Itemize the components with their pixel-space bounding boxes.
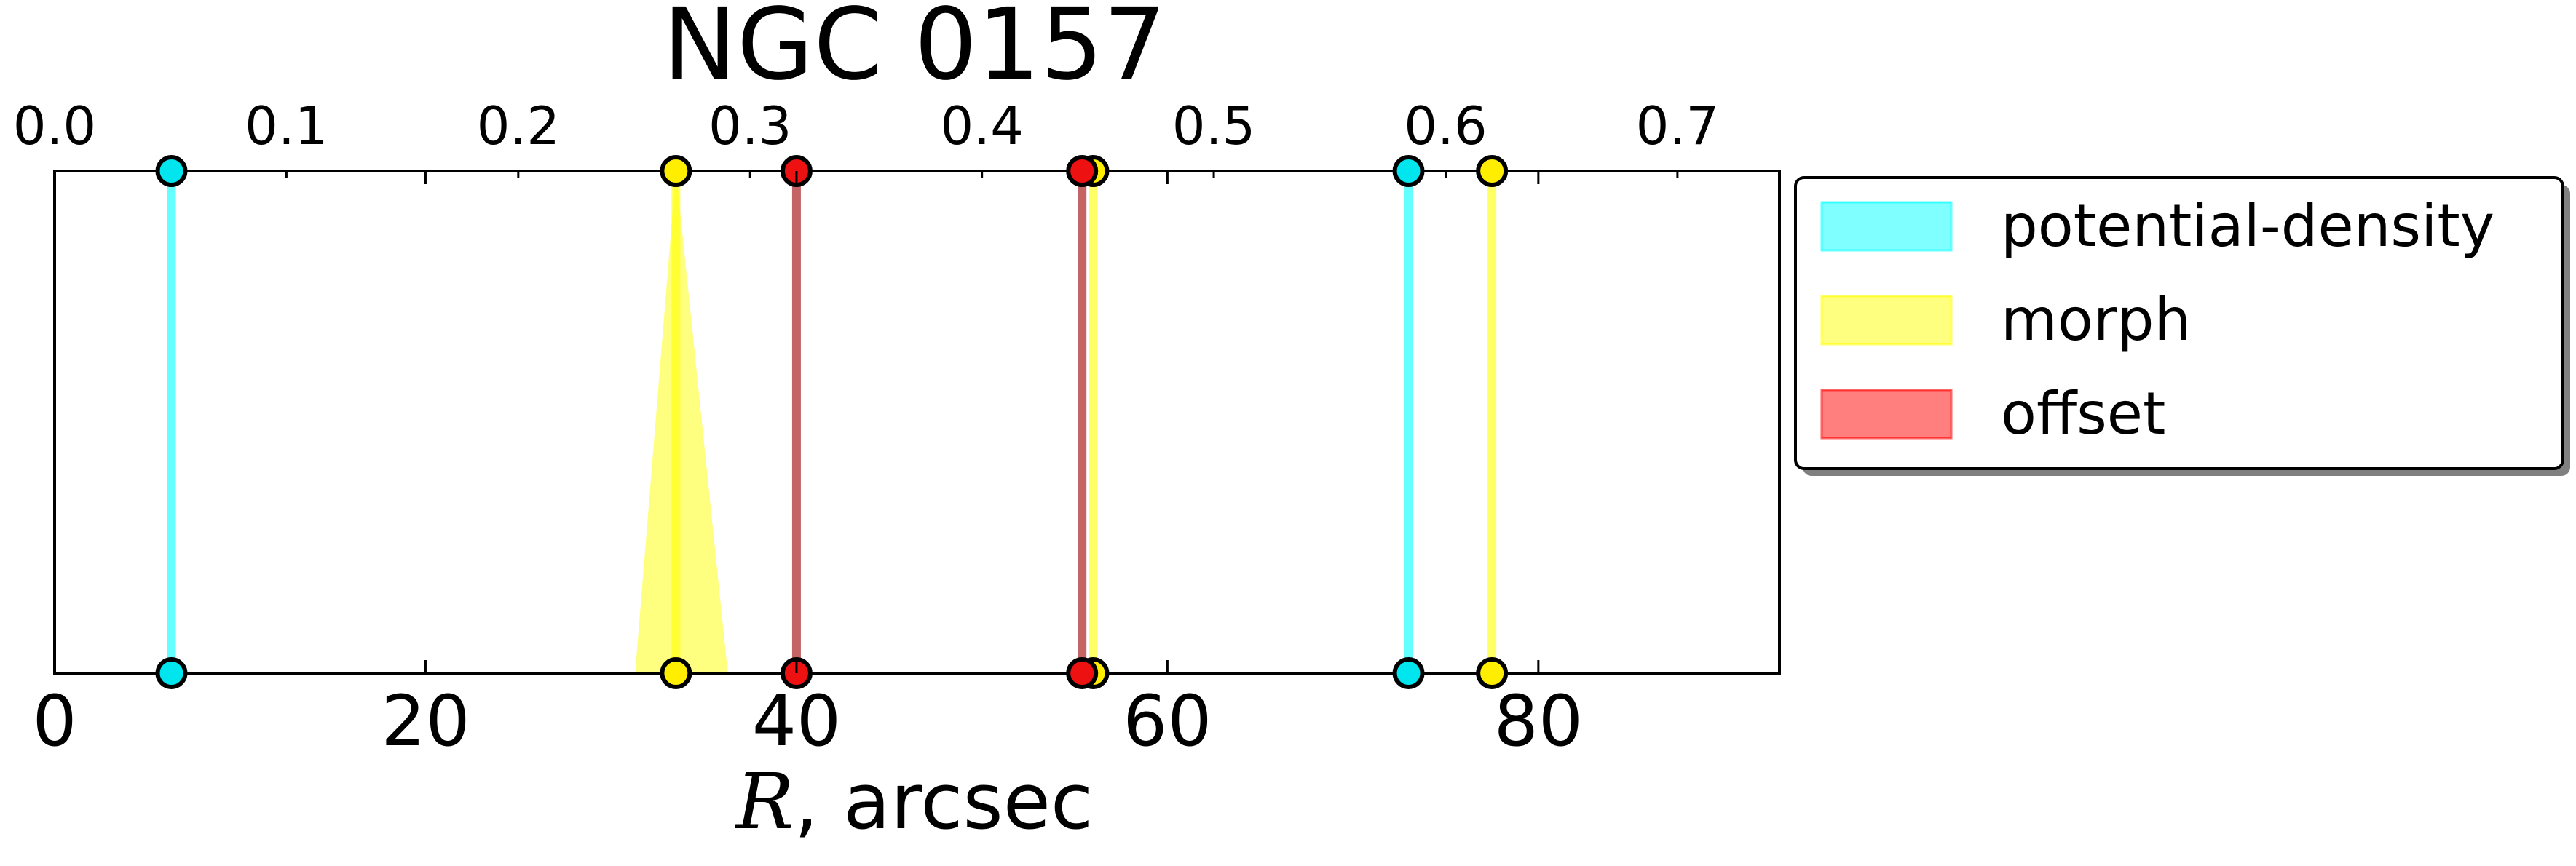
top-tick-label: 0.5	[1172, 95, 1256, 156]
bottom-tick-label: 60	[1123, 680, 1212, 762]
top-tick-label: 0.1	[245, 95, 328, 156]
marker-potential-density	[155, 155, 188, 187]
marker-morph	[1476, 657, 1509, 689]
legend-swatch-offset	[1820, 389, 1953, 440]
marker-potential-density	[1392, 657, 1425, 689]
bands-layer	[635, 171, 728, 673]
top-tick-label: 0.2	[477, 95, 561, 156]
legend-label-offset: offset	[2001, 380, 2165, 448]
lines-layer	[167, 171, 1497, 673]
top-tick-label: 0.7	[1636, 95, 1720, 156]
markers-layer	[155, 155, 1509, 689]
top-tick-label: 0.6	[1404, 95, 1487, 156]
legend-swatch-potential-density	[1820, 201, 1953, 252]
x-axis-label-unit: , arcsec	[794, 757, 1094, 846]
band-morph	[635, 171, 728, 673]
top-tick-label: 0.3	[708, 95, 792, 156]
x-axis-label-symbol: R	[735, 757, 794, 846]
marker-morph	[660, 657, 692, 689]
marker-morph	[660, 155, 692, 187]
marker-potential-density	[1392, 155, 1425, 187]
top-tick-label: 0.0	[13, 95, 97, 156]
bottom-tick-label: 40	[752, 680, 841, 762]
x-axis-label: R, arcsec	[735, 757, 1093, 846]
plot-area-frame	[53, 170, 1781, 675]
bottom-tick-label: 80	[1494, 680, 1583, 762]
legend-frame	[1794, 176, 2564, 470]
legend-label-morph: morph	[2001, 286, 2191, 354]
bottom-tick-label: 0	[32, 680, 76, 762]
chart-title: NGC 0157	[663, 0, 1166, 103]
marker-morph	[1476, 155, 1509, 187]
tick-labels-layer: 0 20 40 60 80 0.0 0.1 0.2 0.3 0.4 0.5 0.6 0.7	[13, 95, 1719, 762]
marker-potential-density	[155, 657, 188, 689]
marker-offset	[1066, 657, 1099, 689]
ticks-layer	[53, 171, 1679, 673]
legend-swatch-morph	[1820, 295, 1953, 346]
top-tick-label: 0.4	[940, 95, 1024, 156]
marker-offset	[1066, 155, 1099, 187]
bottom-tick-label: 20	[381, 680, 470, 762]
legend-label-potential-density: potential-density	[2001, 192, 2494, 260]
legend-entries: potential-density morph offset	[1820, 192, 2494, 448]
legend: potential-density morph offset	[1794, 176, 2570, 476]
